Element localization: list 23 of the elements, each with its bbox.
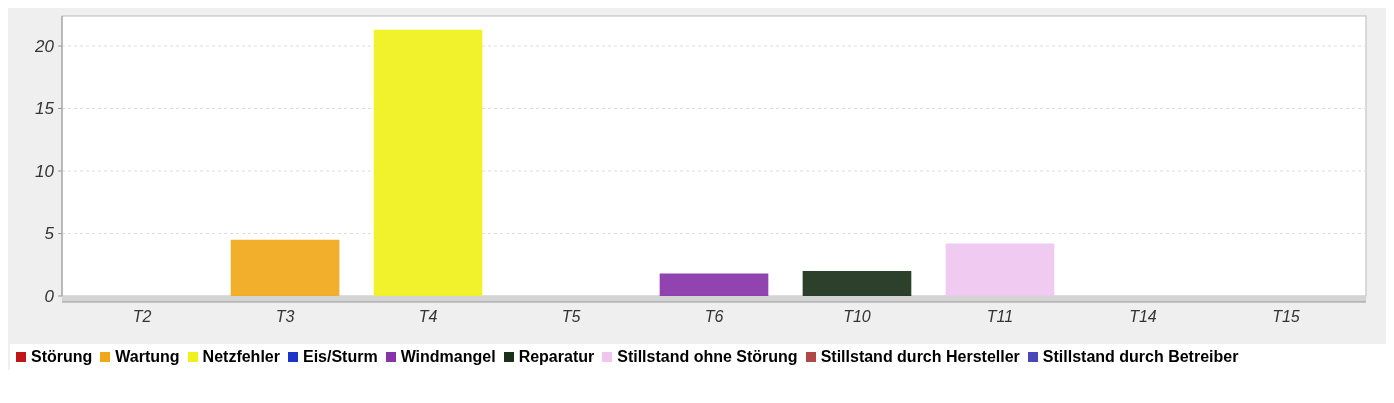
legend-label: Stillstand durch Betreiber bbox=[1041, 348, 1239, 366]
x-tick-label: T14 bbox=[1129, 308, 1157, 325]
y-tick-label: 5 bbox=[44, 224, 55, 244]
x-tick-label: T5 bbox=[561, 308, 581, 325]
y-tick-label: 10 bbox=[35, 161, 55, 181]
legend-label: Eis/Sturm bbox=[301, 348, 378, 366]
x-tick-label: T4 bbox=[418, 308, 438, 325]
legend-label: Störung bbox=[30, 348, 93, 366]
x-tick-label: T11 bbox=[986, 308, 1014, 325]
y-tick-label: 20 bbox=[34, 36, 55, 56]
legend-label: Netzfehler bbox=[201, 348, 280, 366]
x-tick-label: T6 bbox=[704, 308, 724, 325]
legend-label: Stillstand durch Hersteller bbox=[819, 348, 1020, 366]
y-tick-label: 15 bbox=[35, 99, 55, 119]
legend-label: Windmangel bbox=[399, 348, 496, 366]
legend-label: Reparatur bbox=[517, 348, 595, 366]
x-tick-label: T15 bbox=[1272, 308, 1300, 325]
x-tick-label: T3 bbox=[275, 308, 295, 325]
x-tick-label: T2 bbox=[132, 308, 152, 325]
legend-label: Stillstand ohne Störung bbox=[616, 348, 798, 366]
x-tick-label: T10 bbox=[843, 308, 871, 325]
legend-label: Wartung bbox=[114, 348, 180, 366]
y-tick-label: 0 bbox=[44, 286, 55, 306]
